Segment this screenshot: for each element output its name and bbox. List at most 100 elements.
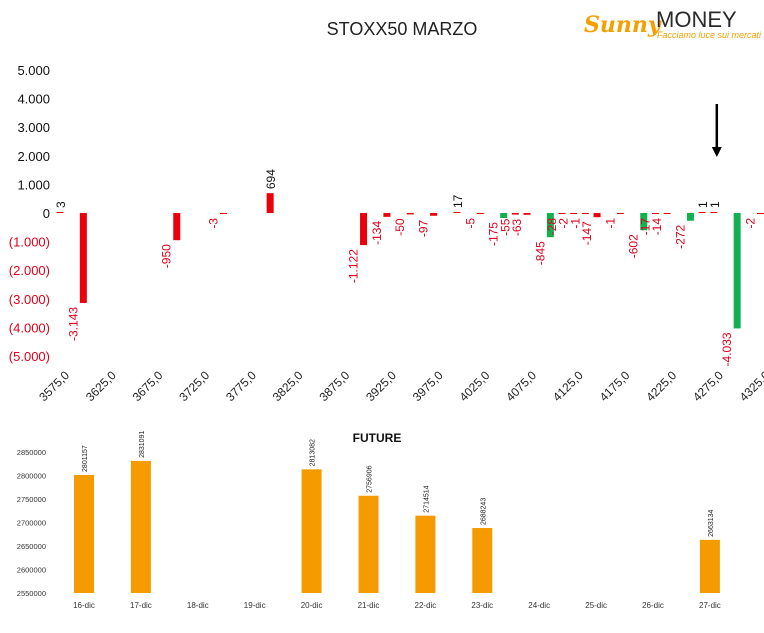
future-data-label: 2714514 (423, 485, 430, 512)
data-label: -4.033 (720, 332, 734, 366)
y-tick-label: 0 (43, 206, 50, 221)
main-data-labels: 3 -3.143 -950 -3 694 -1.122 -134 -50 -97 17 -5 -175… (54, 169, 758, 367)
data-label: -272 (673, 224, 687, 248)
bar (593, 213, 601, 218)
data-label: -845 (533, 241, 547, 265)
future-x-tick-label: 25-dic (585, 601, 607, 610)
data-label: -134 (370, 221, 384, 245)
data-label: -50 (393, 218, 407, 236)
future-bar (74, 474, 94, 593)
x-tick-label: 3975,0 (410, 368, 446, 404)
x-tick-label: 3625,0 (83, 368, 119, 404)
future-data-label: 2756906 (367, 465, 374, 492)
future-x-tick-label: 27-dic (699, 601, 721, 610)
y-tick-label: 4.000 (17, 92, 50, 107)
future-y-tick-label: 2650000 (17, 542, 46, 551)
bar (56, 212, 64, 213)
future-chart: FUTURE 2550000 2600000 2650000 2700000 27500… (17, 431, 721, 610)
future-y-tick-label: 2750000 (17, 495, 46, 504)
x-tick-label: 4075,0 (503, 368, 539, 404)
bar (663, 213, 671, 214)
x-tick-label: 3725,0 (176, 368, 212, 404)
future-y-tick-label: 2600000 (17, 566, 46, 575)
x-tick-label: 4275,0 (690, 368, 726, 404)
bar (616, 213, 624, 214)
x-tick-label: 3775,0 (223, 368, 259, 404)
data-label: -14 (650, 218, 664, 236)
data-label: -3.143 (66, 307, 80, 341)
future-x-tick-label: 26-dic (642, 601, 664, 610)
future-y-tick-label: 2850000 (17, 448, 46, 457)
future-bar (699, 539, 720, 593)
future-bar (358, 495, 379, 593)
bar (710, 212, 718, 213)
bar (651, 213, 659, 214)
arrow-head (711, 147, 722, 157)
future-x-tick-label: 21-dic (358, 601, 380, 610)
x-tick-label: 4125,0 (550, 368, 586, 404)
x-tick-label: 3925,0 (363, 368, 399, 404)
future-data-label: 2688243 (480, 498, 487, 525)
future-x-axis: 16-dic 17-dic 18-dic 19-dic 20-dic 21-dic 22-d… (73, 601, 721, 610)
data-label: -2 (744, 218, 758, 229)
x-tick-label: 4025,0 (457, 368, 493, 404)
future-x-tick-label: 20-dic (301, 601, 323, 610)
data-label: -602 (627, 234, 641, 258)
future-bars (74, 460, 720, 593)
bar (523, 213, 531, 215)
data-label: -28 (545, 218, 559, 236)
data-label: 694 (264, 169, 278, 189)
y-tick-label: (1.000) (9, 235, 50, 250)
x-tick-label: 3875,0 (316, 368, 352, 404)
x-tick-label: 3825,0 (270, 368, 306, 404)
future-data-label: 2813082 (310, 439, 317, 466)
strike-oi-chart: STOXX50 MARZO 5.000 4.000 3.000 2.000 1.000 0… (9, 19, 764, 404)
data-label: 1 (708, 201, 722, 208)
future-x-tick-label: 24-dic (528, 601, 550, 610)
bar (686, 213, 694, 221)
bar (570, 213, 578, 214)
bar (360, 213, 368, 246)
y-tick-label: 1.000 (17, 177, 50, 192)
future-x-tick-label: 18-dic (187, 601, 209, 610)
brand-logo: Sunny MONEY Facciamo luce sui mercati (584, 7, 762, 40)
future-bar (415, 515, 436, 593)
future-y-tick-label: 2550000 (17, 589, 46, 598)
bar (173, 213, 181, 241)
bar (500, 213, 508, 219)
data-label: -63 (510, 218, 524, 236)
bar (757, 213, 764, 214)
y-tick-label: 2.000 (17, 149, 50, 164)
bar (79, 213, 87, 303)
bar (733, 213, 741, 329)
future-data-label: 2801157 (82, 445, 89, 472)
data-label: 1 (696, 201, 710, 208)
future-bar (301, 469, 322, 593)
data-label: -175 (487, 222, 501, 246)
future-data-label: 2663134 (708, 509, 715, 536)
main-x-axis: 3575,0 3625,0 3675,0 3725,0 3775,0 3825,0 3875… (36, 368, 764, 404)
data-label: -950 (160, 244, 174, 268)
x-tick-label: 3675,0 (130, 368, 166, 404)
bar (558, 213, 566, 214)
main-bars (56, 193, 764, 329)
bar (476, 213, 484, 214)
future-y-tick-label: 2800000 (17, 472, 46, 481)
logo-tagline-text: Facciamo luce sui mercati (657, 30, 762, 40)
future-bar (472, 528, 493, 593)
bar (266, 193, 274, 213)
bar (581, 213, 589, 214)
bar (453, 212, 461, 213)
data-label: -1 (568, 218, 582, 229)
data-label: 17 (451, 194, 465, 208)
data-label: -1 (603, 218, 617, 229)
data-label: -147 (580, 221, 594, 245)
data-label: -2 (557, 218, 571, 229)
bar (430, 213, 438, 216)
logo-word-text: MONEY (656, 7, 737, 32)
x-tick-label: 3575,0 (36, 368, 72, 404)
main-chart-title: STOXX50 MARZO (327, 19, 478, 39)
data-label: -5 (463, 218, 477, 229)
y-tick-label: 3.000 (17, 120, 50, 135)
main-y-axis: 5.000 4.000 3.000 2.000 1.000 0 (1.000) (2.000)… (9, 63, 50, 364)
